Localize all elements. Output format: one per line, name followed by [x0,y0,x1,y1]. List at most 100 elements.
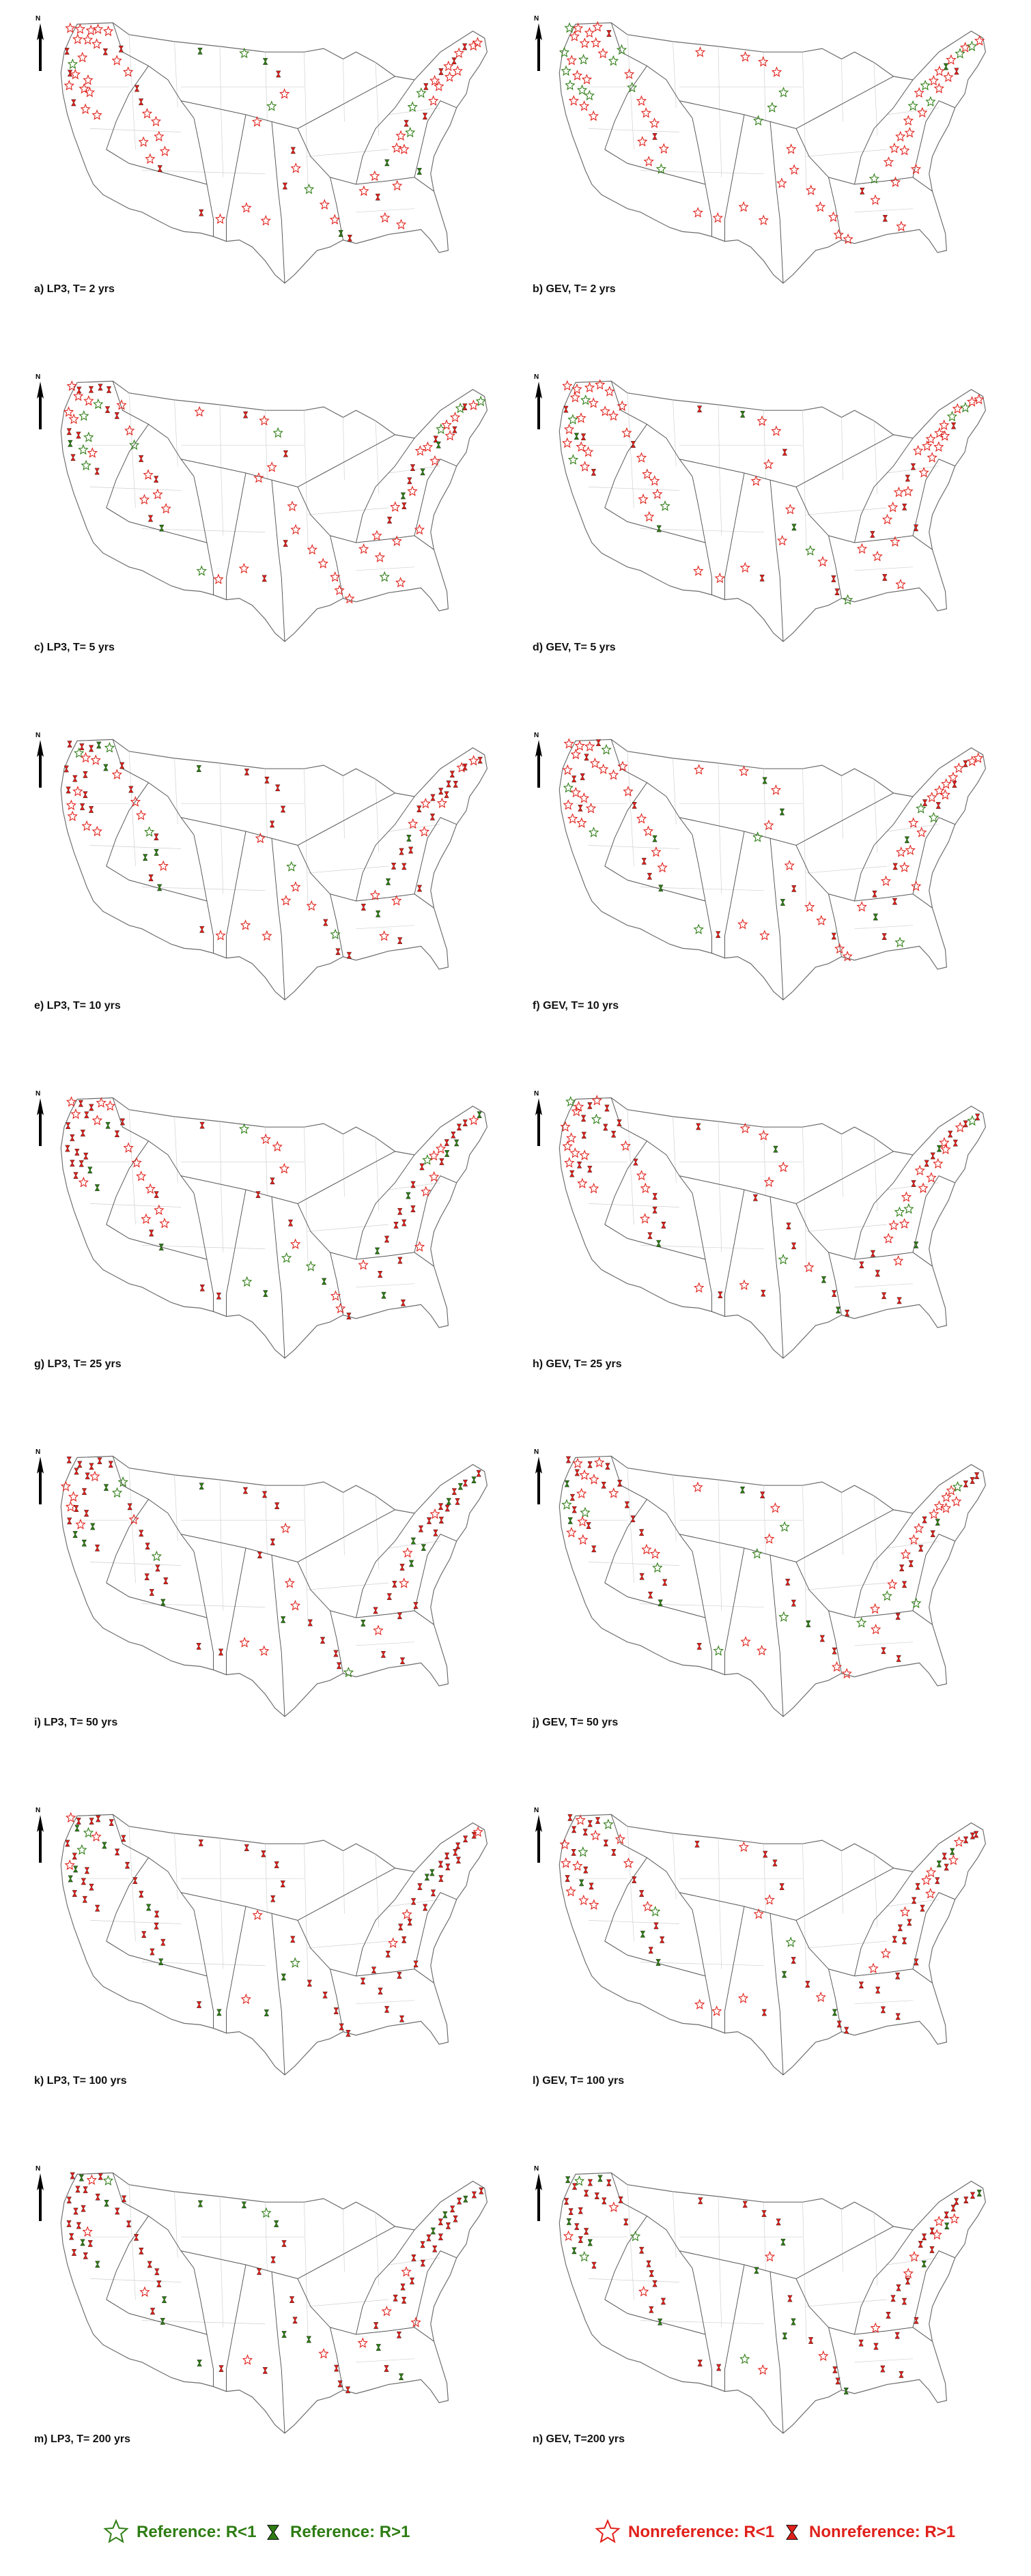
us-outline [559,22,987,284]
station-nonreference-r-lt-1 [933,83,944,94]
state-boundary [673,1833,677,1900]
station-nonreference-r-lt-1 [940,789,950,800]
station-nonreference-r-gt-1 [791,1957,796,1964]
basin-boundary [912,2250,955,2328]
station-nonreference-r-lt-1 [757,415,767,427]
station-nonreference-r-lt-1 [570,748,581,760]
basin-boundary [356,79,415,185]
basin-boundary [828,1610,842,1674]
state-boundary [343,2209,345,2272]
station-reference-r-gt-1 [159,524,165,532]
station-reference-r-gt-1 [566,2218,571,2225]
station-reference-r-gt-1 [385,878,391,885]
legend-item-nonreference-r-lt-1: Nonreference: R<1 [594,2519,774,2546]
station-nonreference-r-gt-1 [632,1876,637,1883]
station-nonreference-r-lt-1 [903,485,914,497]
station-nonreference-r-lt-1 [74,23,85,34]
station-nonreference-r-lt-1 [330,571,341,582]
station-reference-r-lt-1 [652,1562,663,1573]
state-boundary [388,107,441,115]
station-nonreference-r-gt-1 [384,2365,389,2372]
state-boundary [356,1642,415,1646]
station-reference-r-lt-1 [601,744,612,755]
station-nonreference-r-gt-1 [462,1835,468,1843]
station-nonreference-r-lt-1 [139,493,150,505]
station-nonreference-r-gt-1 [74,1505,79,1512]
station-nonreference-r-gt-1 [157,165,163,172]
station-nonreference-r-gt-1 [276,70,281,78]
us-outline [559,1814,987,2076]
station-nonreference-r-gt-1 [831,932,836,940]
hourglass-icon [267,2525,279,2540]
station-nonreference-r-lt-1 [899,861,910,872]
station-nonreference-r-gt-1 [401,1219,407,1227]
station-nonreference-r-lt-1 [472,1826,483,1837]
station-nonreference-r-lt-1 [815,1991,826,2003]
station-nonreference-r-gt-1 [290,147,296,154]
station-nonreference-r-lt-1 [344,592,355,604]
station-nonreference-r-lt-1 [141,1213,152,1225]
station-nonreference-r-lt-1 [91,38,102,49]
basin-boundary [769,1555,784,1717]
basin-boundary [828,535,842,599]
state-boundary [128,1826,136,1942]
station-nonreference-r-lt-1 [872,550,883,562]
basin-boundary [106,865,208,902]
station-nonreference-r-gt-1 [426,2234,432,2242]
state-boundary [873,1495,878,1569]
basin-boundary [795,76,894,129]
station-nonreference-r-gt-1 [451,57,457,65]
station-nonreference-r-lt-1 [946,54,957,65]
us-map [60,1812,488,2076]
station-nonreference-r-gt-1 [76,1818,81,1824]
state-boundary [304,1127,309,1267]
state-boundary [219,405,224,536]
station-nonreference-r-gt-1 [270,1177,275,1185]
station-nonreference-r-lt-1 [910,163,922,175]
station-nonreference-r-gt-1 [66,786,71,794]
station-nonreference-r-lt-1 [934,427,945,438]
station-nonreference-r-gt-1 [283,540,288,547]
station-nonreference-r-gt-1 [963,1836,969,1844]
station-reference-r-lt-1 [67,58,79,70]
station-reference-r-gt-1 [197,2200,203,2207]
station-nonreference-r-gt-1 [106,386,112,393]
station-reference-r-gt-1 [821,1276,827,1283]
us-map [60,1096,488,1359]
station-reference-r-gt-1 [658,885,664,892]
station-nonreference-r-lt-1 [714,572,725,584]
station-nonreference-r-lt-1 [649,117,660,128]
station-nonreference-r-gt-1 [742,2201,748,2208]
state-boundary [388,824,441,832]
state-boundary [802,52,807,192]
station-nonreference-r-gt-1 [242,411,249,418]
station-nonreference-r-gt-1 [791,1242,797,1250]
station-nonreference-r-gt-1 [84,1867,90,1874]
station-nonreference-r-gt-1 [444,1504,450,1512]
station-nonreference-r-lt-1 [903,115,914,126]
station-nonreference-r-gt-1 [385,1950,391,1958]
station-nonreference-r-lt-1 [562,437,573,448]
station-nonreference-r-gt-1 [289,2296,295,2303]
station-nonreference-r-lt-1 [585,802,597,814]
station-nonreference-r-gt-1 [420,2241,425,2248]
basin-boundary [724,472,745,600]
station-nonreference-r-gt-1 [587,2179,593,2186]
station-nonreference-r-lt-1 [289,1599,301,1611]
station-nonreference-r-lt-1 [84,86,95,98]
station-nonreference-r-gt-1 [948,1130,953,1138]
station-nonreference-r-lt-1 [934,785,945,796]
station-nonreference-r-gt-1 [270,1895,276,1902]
station-nonreference-r-gt-1 [935,802,941,809]
station-nonreference-r-gt-1 [439,1158,444,1165]
state-boundary [588,128,680,132]
basin-boundary [330,1252,343,1315]
station-nonreference-r-lt-1 [65,22,76,33]
station-nonreference-r-gt-1 [280,1880,285,1887]
station-nonreference-r-gt-1 [881,1292,887,1300]
legend: Reference: R<1 Reference: R>1 Nonreferen… [0,2512,1031,2566]
station-nonreference-r-lt-1 [901,1191,912,1202]
station-nonreference-r-gt-1 [70,2172,75,2179]
state-boundary [873,1854,878,1928]
